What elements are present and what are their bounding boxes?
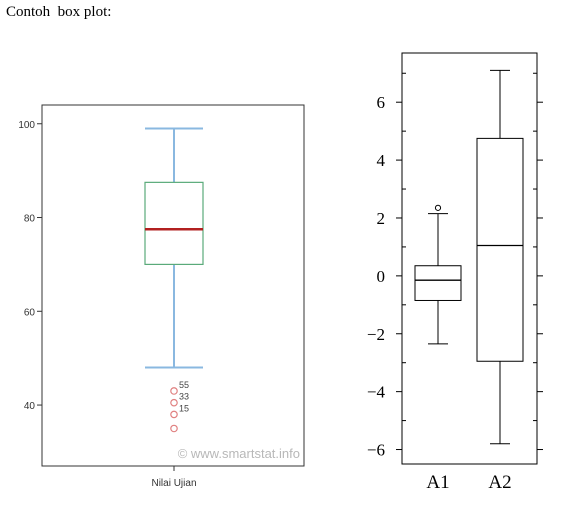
iqr-box [414,265,462,301]
x-tick-label: A1 [426,472,449,493]
caption: Contoh box plot: [6,4,112,20]
plot-frame [41,104,305,467]
outlier-label: 33 [179,392,189,402]
outlier-point [170,424,178,433]
outlier-point [170,410,178,419]
y-tick-label: 100 [18,120,35,131]
watermark: © www.smartstat.info [178,446,300,461]
y-tick-label: 80 [24,214,36,225]
outlier-label: 55 [179,380,189,390]
x-tick-label: Nilai Ujian [151,478,196,489]
outlier-point [170,398,178,407]
outlier-point [434,204,442,211]
chart-a1-a2: −6 −4 −2 0 2 4 6 A1 A2 [367,52,543,493]
y-tick-label: −2 [367,325,385,344]
y-tick-label: 0 [377,267,386,286]
y-tick-label: 6 [377,93,386,112]
y-tick-label: 4 [377,151,386,170]
outlier-label: 15 [179,403,189,413]
y-tick-label: 60 [24,307,36,318]
y-tick-label: −4 [367,383,386,402]
y-tick-label: 2 [377,209,386,228]
plot-frame [401,52,538,465]
y-tick-label: 40 [24,401,36,412]
outlier-point [170,387,178,395]
iqr-box [144,181,204,266]
x-tick-label: A2 [488,472,511,493]
iqr-box [476,137,524,362]
y-tick-label: −6 [367,441,385,460]
